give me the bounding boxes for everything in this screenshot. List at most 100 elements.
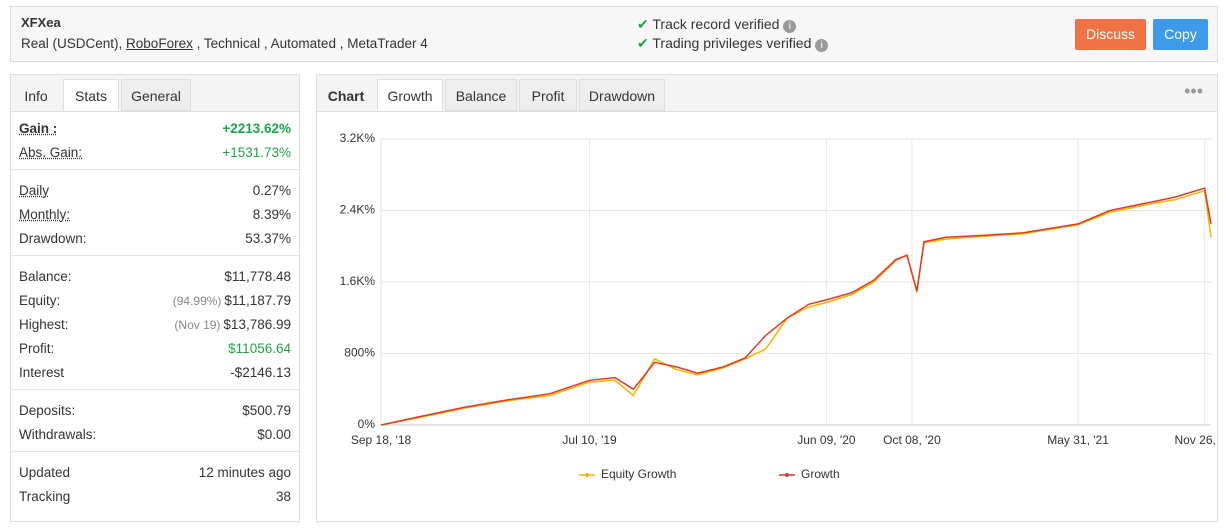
y-tick-label: 0% <box>358 417 376 431</box>
y-tick-label: 1.6K% <box>340 274 376 288</box>
verified-text: Track record verified <box>652 16 780 32</box>
stat-number: 38 <box>275 489 291 504</box>
stat-row: Withdrawals: $0.00 <box>19 425 291 445</box>
stat-number: $11,778.48 <box>224 269 291 284</box>
stat-row: Drawdown: 53.37% <box>19 229 291 249</box>
stat-row: Gain : +2213.62% <box>19 119 291 139</box>
stat-value: $11056.64 <box>228 339 291 359</box>
stat-number: 53.37% <box>245 231 291 246</box>
stat-number: $500.79 <box>242 403 291 418</box>
stat-number: $11056.64 <box>228 341 291 356</box>
tab[interactable]: Balance <box>445 79 517 111</box>
stat-row: Highest: (Nov 19) $13,786.99 <box>19 315 291 335</box>
stat-label: Tracking <box>19 489 71 504</box>
stat-value: 38 <box>276 487 291 507</box>
y-tick-label: 3.2K% <box>340 131 376 145</box>
tab[interactable]: Profit <box>519 79 577 111</box>
verified-1: ✔ Track record verified i <box>637 16 797 33</box>
stat-number: +2213.62% <box>222 121 291 136</box>
chart-panel: ••• 0% 800% 1.6K% 2.4K% 3.2K% Sep 18, '18 Jul … <box>316 74 1218 522</box>
verified-text: Trading privileges verified <box>652 35 812 51</box>
verified-2: ✔ Trading privileges verified i <box>637 35 829 52</box>
stat-value: (Nov 19) $13,786.99 <box>174 315 291 335</box>
stat-label: Balance: <box>19 269 72 284</box>
stat-label: Interest <box>19 365 65 380</box>
separator <box>11 255 299 256</box>
broker-link[interactable]: RoboForex <box>126 36 193 51</box>
stat-label: Deposits: <box>19 403 76 418</box>
legend-label: Equity Growth <box>601 467 676 481</box>
stat-number: +1531.73% <box>222 145 291 160</box>
stat-value: 8.39% <box>253 205 291 225</box>
x-tick-label: Sep 18, '18 <box>351 433 412 447</box>
x-tick-label: Nov 26, '21 <box>1174 433 1217 447</box>
title: XFXea <box>21 15 61 30</box>
stat-value: 0.27% <box>253 181 291 201</box>
stat-label: Drawdown: <box>19 231 87 246</box>
x-tick-label: Jun 09, '20 <box>797 433 856 447</box>
separator <box>11 389 299 390</box>
stat-value: -$2146.13 <box>230 363 291 383</box>
tab[interactable]: General <box>121 79 191 111</box>
stat-row: Balance: $11,778.48 <box>19 267 291 287</box>
stat-value: +2213.62% <box>222 119 291 139</box>
stat-label: Highest: <box>19 317 69 332</box>
legend-dot <box>585 473 589 477</box>
stat-row: Tracking 38 <box>19 487 291 507</box>
stat-row: Daily 0.27% <box>19 181 291 201</box>
stat-label: Gain : <box>19 121 58 136</box>
legend-label: Growth <box>801 467 840 481</box>
y-tick-label: 2.4K% <box>340 203 376 217</box>
stat-value: (94.99%) $11,187.79 <box>173 291 291 311</box>
stat-label: Monthly: <box>19 207 71 222</box>
stat-number: 0.27% <box>252 183 291 198</box>
stat-number: -$2146.13 <box>230 365 291 380</box>
chart: 0% 800% 1.6K% 2.4K% 3.2K% Sep 18, '18 Jul 10, … <box>340 131 1217 481</box>
stat-number: $0.00 <box>257 427 291 442</box>
stat-label: Updated <box>19 465 71 480</box>
stat-label: Daily <box>19 183 50 198</box>
stat-row: Updated 12 minutes ago <box>19 463 291 483</box>
stat-number: 8.39% <box>252 207 291 222</box>
legend-dot <box>785 473 789 477</box>
series-line <box>380 187 1212 426</box>
discuss-button[interactable]: Discuss <box>1075 19 1146 50</box>
stat-row: Monthly: 8.39% <box>19 205 291 225</box>
separator <box>11 451 299 452</box>
tab[interactable]: Chart <box>317 79 375 111</box>
menu-dots[interactable]: ••• <box>1184 81 1203 101</box>
stat-value: $0.00 <box>257 425 291 445</box>
stat-label: Equity: <box>19 293 61 308</box>
stat-value: 53.37% <box>245 229 291 249</box>
stat-number: $11,187.79 <box>224 293 291 308</box>
info-suffix: , Technical , Automated , MetaTrader 4 <box>196 36 428 51</box>
stat-row: Interest -$2146.13 <box>19 363 291 383</box>
copy-button[interactable]: Copy <box>1153 19 1208 50</box>
stat-note: (94.99%) <box>172 294 222 308</box>
stat-label: Withdrawals: <box>19 427 97 442</box>
header: XFXea Real (USDCent), RoboForex , Techni… <box>10 6 1218 62</box>
x-tick-label: May 31, '21 <box>1047 433 1109 447</box>
tab[interactable]: Stats <box>63 79 119 111</box>
stat-note: (Nov 19) <box>174 318 221 332</box>
stat-number: 12 minutes ago <box>198 465 291 480</box>
tab[interactable]: Drawdown <box>579 79 665 111</box>
stat-row: Profit: $11056.64 <box>19 339 291 359</box>
x-tick-label: Jul 10, '19 <box>562 433 617 447</box>
stat-label: Profit: <box>19 341 55 356</box>
stat-value: $500.79 <box>242 401 291 421</box>
tab[interactable]: Info <box>11 79 61 111</box>
stat-number: $13,786.99 <box>223 317 291 332</box>
x-tick-label: Oct 08, '20 <box>883 433 941 447</box>
stat-value: +1531.73% <box>222 143 291 163</box>
tab[interactable]: Growth <box>377 79 443 111</box>
stat-row: Equity: (94.99%) $11,187.79 <box>19 291 291 311</box>
account-info: Real (USDCent), RoboForex , Technical , … <box>21 36 428 51</box>
separator <box>11 169 299 170</box>
stat-label: Abs. Gain: <box>19 145 83 160</box>
stats-panel: Info Stats General Gain : +2213.62% Abs. Gain… <box>10 74 300 522</box>
y-tick-label: 800% <box>344 346 375 360</box>
stat-value: $11,778.48 <box>224 267 291 287</box>
info-prefix: Real (USDCent), <box>21 36 123 51</box>
